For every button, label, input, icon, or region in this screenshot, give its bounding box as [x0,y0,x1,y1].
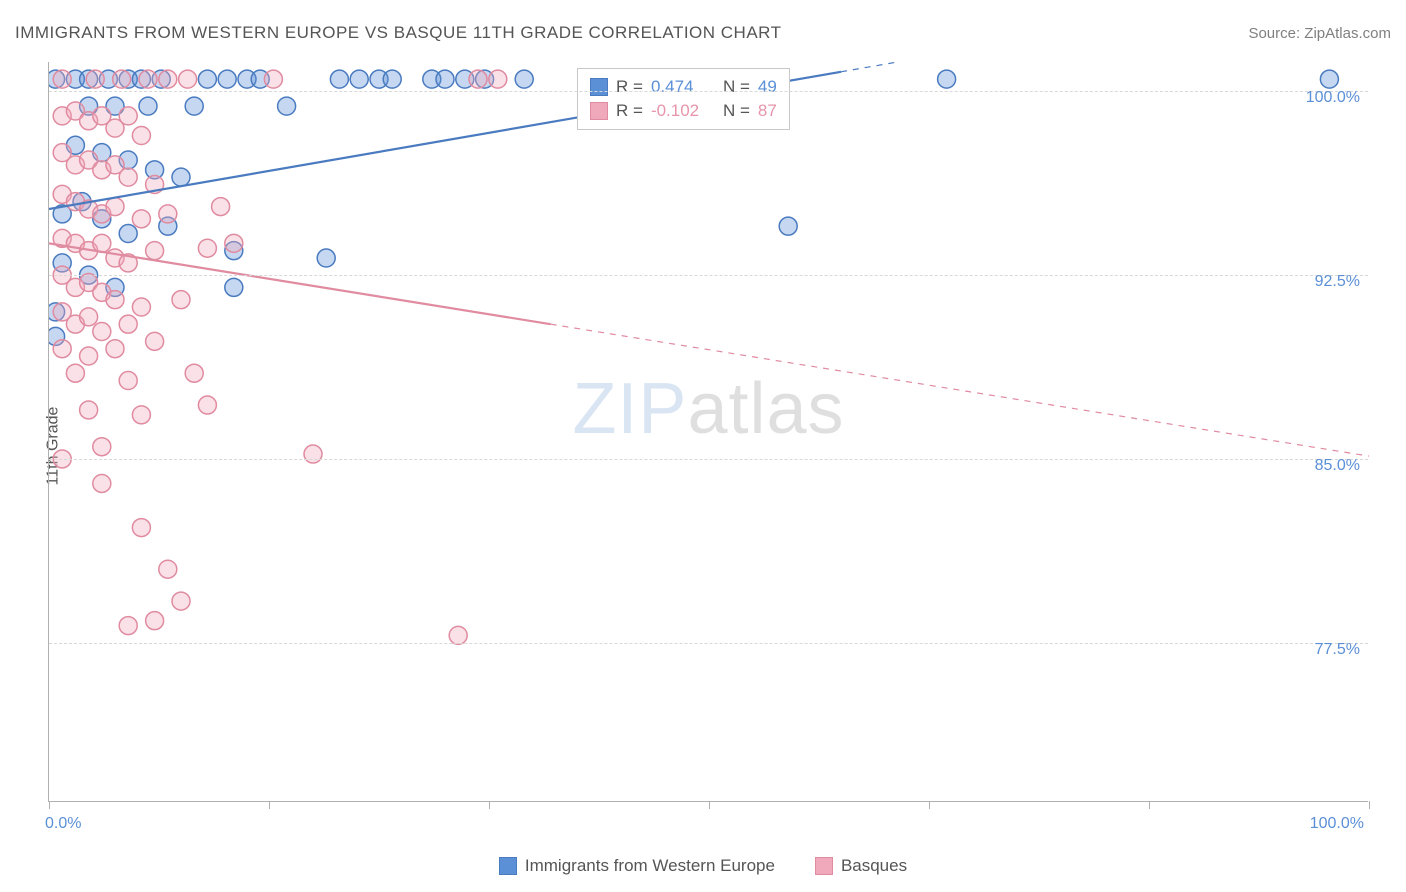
stats-n-label-2: N = [723,99,750,123]
x-tick [709,801,710,809]
x-min-label: 0.0% [45,815,81,833]
bottom-legend-label-1: Immigrants from Western Europe [525,856,775,876]
bottom-legend-label-2: Basques [841,856,907,876]
stats-r-value-1: 0.474 [651,75,715,99]
gridline [49,459,1368,460]
x-tick [489,801,490,809]
y-tick-label: 92.5% [1315,273,1360,291]
x-tick [49,801,50,809]
stats-r-label: R = [616,75,643,99]
plot-area: ZIPatlas R = 0.474 N = 49 R = -0.102 N =… [48,62,1368,802]
source-label: Source: ZipAtlas.com [1248,25,1391,42]
gridline [49,91,1368,92]
chart-container: IMMIGRANTS FROM WESTERN EUROPE VS BASQUE… [0,0,1406,892]
scatter-svg [49,62,1369,802]
x-tick [1149,801,1150,809]
legend-swatch-1 [590,78,608,96]
y-tick-label: 77.5% [1315,641,1360,659]
stats-r-label-2: R = [616,99,643,123]
stats-n-value-2: 87 [758,99,777,123]
bottom-swatch-1 [499,857,517,875]
stats-row-2: R = -0.102 N = 87 [590,99,777,123]
y-tick-label: 100.0% [1306,89,1360,107]
x-tick [929,801,930,809]
bottom-swatch-2 [815,857,833,875]
stats-n-label: N = [723,75,750,99]
x-tick [269,801,270,809]
x-max-label: 100.0% [1310,815,1364,833]
legend-swatch-2 [590,102,608,120]
stats-row-1: R = 0.474 N = 49 [590,75,777,99]
y-tick-label: 85.0% [1315,457,1360,475]
stats-legend: R = 0.474 N = 49 R = -0.102 N = 87 [577,68,790,130]
stats-r-value-2: -0.102 [651,99,715,123]
bottom-legend-item-1: Immigrants from Western Europe [499,856,775,876]
stats-n-value-1: 49 [758,75,777,99]
gridline [49,643,1368,644]
x-tick [1369,801,1370,809]
chart-title: IMMIGRANTS FROM WESTERN EUROPE VS BASQUE… [15,23,782,43]
title-bar: IMMIGRANTS FROM WESTERN EUROPE VS BASQUE… [15,18,1391,48]
bottom-legend: Immigrants from Western Europe Basques [0,856,1406,876]
bottom-legend-item-2: Basques [815,856,907,876]
gridline [49,275,1368,276]
